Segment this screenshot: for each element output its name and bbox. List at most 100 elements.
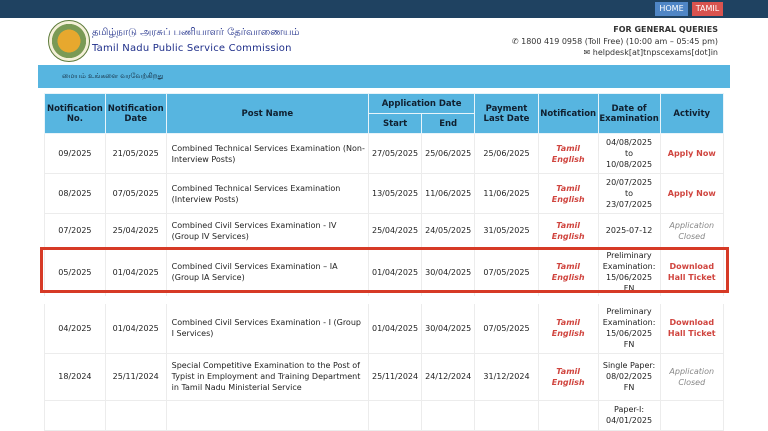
post-name	[165, 399, 370, 431]
welcome-strip: மையம் உங்களை வரவேற்கிறது	[38, 65, 730, 88]
notification-date: 01/04/2025	[104, 299, 167, 354]
notification-no: 05/2025	[44, 247, 106, 301]
table-row: 18/2024 25/11/2024 Special Competitive E…	[44, 352, 725, 401]
end-date	[421, 399, 476, 431]
tamil-notification-link[interactable]: Tamil	[556, 366, 581, 376]
table-row: 09/2025 21/05/2025 Combined Technical Se…	[44, 133, 725, 174]
start-date: 25/11/2024	[367, 352, 423, 401]
activity[interactable]: Apply Now	[659, 133, 725, 174]
notification-no: 18/2024	[44, 352, 106, 401]
col-application-date: Application Date	[367, 93, 476, 114]
activity-status: Application Closed	[669, 220, 715, 241]
notification-links: Tamil English	[537, 299, 599, 354]
email-icon: ✉	[583, 48, 593, 57]
english-notification-link[interactable]: English	[551, 377, 585, 387]
notification-links: Tamil English	[537, 247, 599, 301]
phone-number: 1800 419 0958 (Toll Free) (10:00 am – 05…	[521, 37, 718, 46]
phone-info: ✆ 1800 419 0958 (Toll Free) (10:00 am – …	[512, 37, 718, 46]
tamil-notification-link[interactable]: Tamil	[556, 143, 581, 153]
activity	[659, 399, 725, 431]
col-post-name: Post Name	[165, 93, 370, 134]
notification-no	[44, 399, 106, 431]
payment-last-date	[474, 399, 539, 431]
activity: Application Closed	[659, 213, 725, 248]
end-date: 25/06/2025	[421, 133, 476, 174]
col-date-of-examination: Date of Examination	[597, 93, 661, 134]
activity-link[interactable]: Download Hall Ticket	[667, 262, 716, 282]
site-title-english: Tamil Nadu Public Service Commission	[92, 43, 292, 54]
post-name: Combined Civil Services Examination - IV…	[165, 213, 370, 248]
notification-date	[104, 399, 167, 431]
start-date: 01/04/2025	[367, 299, 423, 354]
activity-link[interactable]: Apply Now	[667, 189, 716, 198]
activity-link[interactable]: Apply Now	[667, 149, 716, 158]
start-date	[367, 399, 423, 431]
notification-no: 08/2025	[44, 173, 106, 214]
queries-label: FOR GENERAL QUERIES	[613, 25, 718, 34]
table-row: 08/2025 07/05/2025 Combined Technical Se…	[44, 173, 725, 214]
activity: Application Closed	[659, 352, 725, 401]
activity-status: Application Closed	[669, 366, 715, 387]
exam-date: Single Paper: 08/02/2025 FN	[597, 352, 661, 401]
end-date: 24/12/2024	[421, 352, 476, 401]
post-name: Special Competitive Examination to the P…	[165, 352, 370, 401]
payment-last-date: 07/05/2025	[474, 299, 539, 354]
exam-date: 2025-07-12	[597, 213, 661, 248]
notification-links: Tamil English	[537, 173, 599, 214]
tamil-language-button[interactable]: TAMIL	[692, 2, 723, 16]
payment-last-date: 11/06/2025	[474, 173, 539, 214]
payment-last-date: 07/05/2025	[474, 247, 539, 301]
start-date: 13/05/2025	[367, 173, 423, 214]
payment-last-date: 31/05/2025	[474, 213, 539, 248]
payment-last-date: 25/06/2025	[474, 133, 539, 174]
notification-no: 09/2025	[44, 133, 106, 174]
notification-date: 21/05/2025	[104, 133, 167, 174]
notification-date: 01/04/2025	[104, 247, 167, 301]
welcome-text: மையம் உங்களை வரவேற்கிறது	[62, 72, 164, 80]
notification-date: 25/04/2025	[104, 213, 167, 248]
notification-links	[537, 399, 599, 431]
col-notification: Notification	[537, 93, 599, 134]
start-date: 01/04/2025	[367, 247, 423, 301]
notification-links: Tamil English	[537, 213, 599, 248]
end-date: 30/04/2025	[421, 247, 476, 301]
home-button[interactable]: HOME	[655, 2, 688, 16]
col-notification-date: Notification Date	[104, 93, 167, 134]
post-name: Combined Technical Services Examination …	[165, 133, 370, 174]
english-notification-link[interactable]: English	[551, 194, 585, 204]
tamil-notification-link[interactable]: Tamil	[556, 183, 581, 193]
notification-links: Tamil English	[537, 133, 599, 174]
email-info: ✉ helpdesk[at]tnpscexams[dot]in	[584, 48, 719, 57]
table-row: 07/2025 25/04/2025 Combined Civil Servic…	[44, 213, 725, 248]
notification-date: 07/05/2025	[104, 173, 167, 214]
email-address: helpdesk[at]tnpscexams[dot]in	[592, 48, 718, 57]
top-bar: HOME TAMIL	[0, 0, 768, 18]
activity[interactable]: Download Hall Ticket	[659, 247, 725, 301]
start-date: 27/05/2025	[367, 133, 423, 174]
col-end: End	[421, 113, 476, 134]
activity-link[interactable]: Download Hall Ticket	[667, 318, 716, 339]
tn-emblem-logo	[48, 20, 90, 62]
end-date: 11/06/2025	[421, 173, 476, 214]
english-notification-link[interactable]: English	[551, 231, 585, 241]
tamil-notification-link[interactable]: Tamil	[556, 262, 581, 271]
tamil-notification-link[interactable]: Tamil	[556, 318, 581, 328]
notification-links: Tamil English	[537, 352, 599, 401]
english-notification-link[interactable]: English	[551, 273, 585, 282]
english-notification-link[interactable]: English	[551, 329, 585, 339]
english-notification-link[interactable]: English	[551, 154, 585, 164]
table-row: 04/2025 01/04/2025 Combined Civil Servic…	[44, 299, 725, 354]
activity[interactable]: Apply Now	[659, 173, 725, 214]
exam-date: 04/08/2025 to 10/08/2025	[597, 133, 661, 174]
exam-date: 20/07/2025 to 23/07/2025	[597, 173, 661, 214]
notifications-table: Notification No. Notification Date Post …	[44, 93, 725, 431]
post-name: Combined Technical Services Examination …	[165, 173, 370, 214]
site-title-tamil: தமிழ்நாடு அரசுப் பணியாளர் தேர்வாணையம்	[92, 27, 300, 38]
tamil-notification-link[interactable]: Tamil	[556, 220, 581, 230]
activity[interactable]: Download Hall Ticket	[659, 299, 725, 354]
col-activity: Activity	[659, 93, 725, 134]
table-row: 05/2025 01/04/2025 Combined Civil Servic…	[44, 247, 725, 301]
post-name: Combined Civil Services Examination – IA…	[165, 247, 370, 301]
payment-last-date: 31/12/2024	[474, 352, 539, 401]
col-start: Start	[367, 113, 423, 134]
